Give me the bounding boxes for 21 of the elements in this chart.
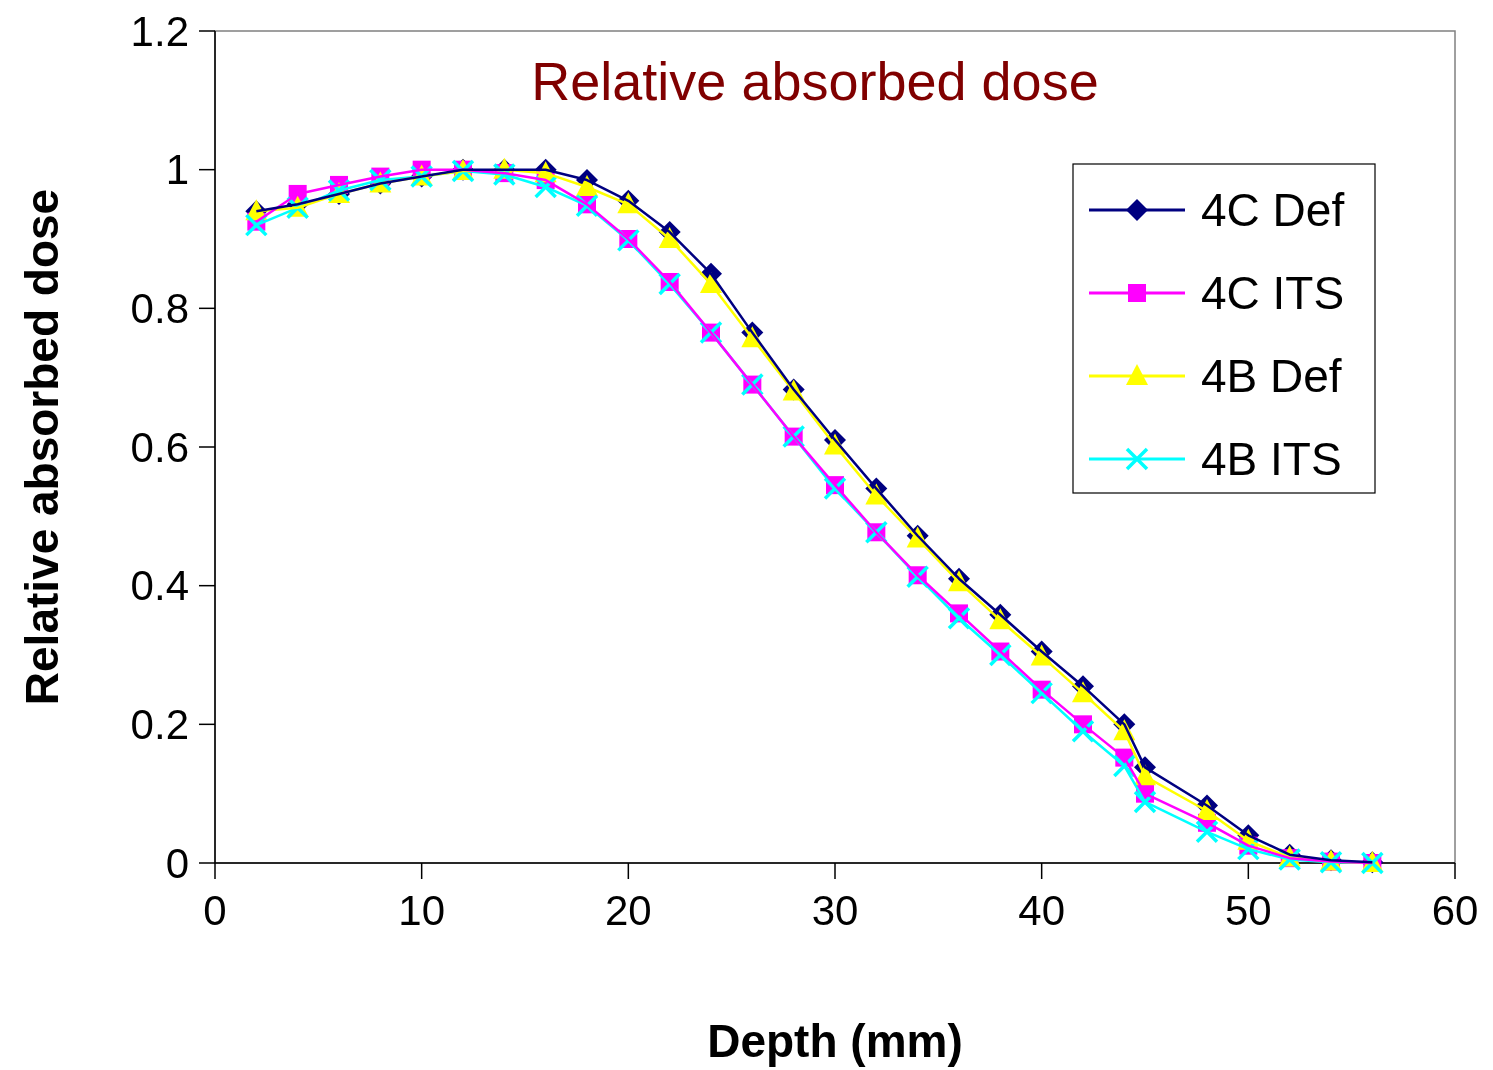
x-tick-label: 40 (1018, 887, 1066, 934)
legend-label: 4B ITS (1201, 433, 1342, 486)
x-tick-label: 0 (203, 887, 227, 934)
legend-label: 4C Def (1201, 184, 1345, 237)
x-axis-title: Depth (mm) (707, 1015, 963, 1067)
x-tick-label: 10 (398, 887, 446, 934)
y-tick-label: 1.2 (130, 7, 189, 55)
y-tick-label: 0.8 (130, 285, 189, 333)
y-tick-label: 0 (165, 839, 189, 887)
y-axis-title: Relative absorbed dose (16, 188, 68, 706)
y-tick-label: 0.6 (130, 423, 189, 471)
chart-title: Relative absorbed dose (531, 51, 1099, 111)
y-tick-label: 1 (165, 146, 189, 194)
y-tick-label: 0.4 (130, 562, 189, 610)
x-tick-label: 50 (1224, 887, 1272, 934)
legend-label: 4B Def (1201, 350, 1342, 403)
y-tick-label: 0.2 (130, 701, 189, 749)
legend-label: 4C ITS (1201, 267, 1345, 320)
x-tick-label: 20 (604, 887, 652, 934)
x-tick-label: 30 (811, 887, 859, 934)
x-tick-label: 60 (1431, 887, 1479, 934)
